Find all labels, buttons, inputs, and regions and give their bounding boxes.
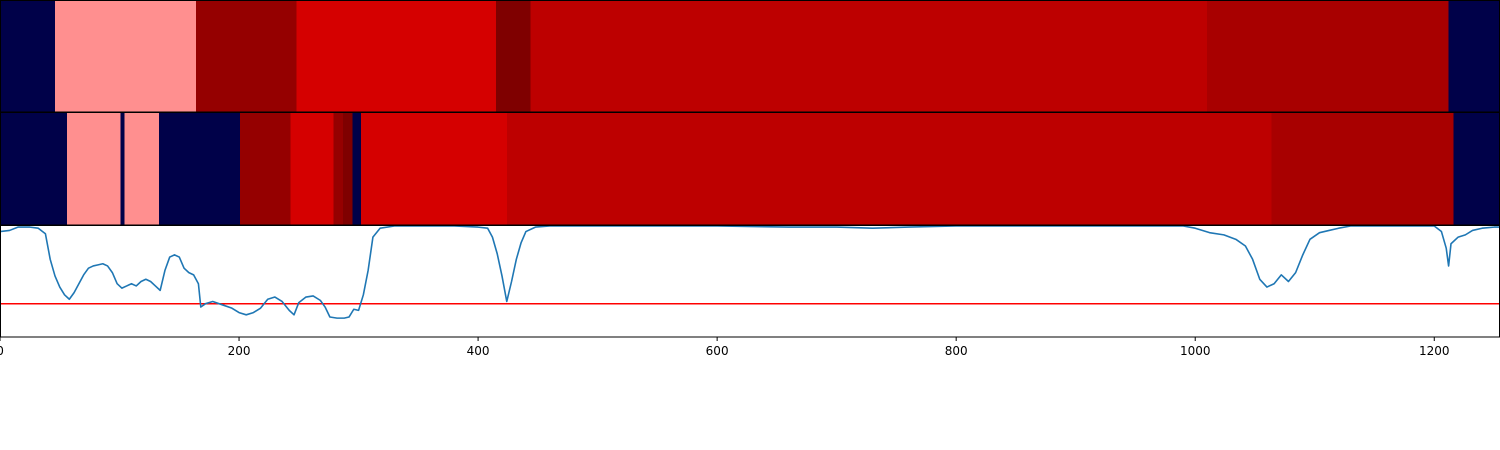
series-line: [0, 225, 1500, 319]
bar2-segment-0: [0, 113, 67, 225]
bar2-segment-11: [506, 113, 1272, 225]
line-axes-frame: [0, 226, 1500, 337]
x-tick-label-1200: 1200: [1419, 344, 1450, 358]
bar1-segment-2: [196, 1, 297, 112]
x-tick-label-0: 0: [0, 344, 4, 358]
bar2-segment-3: [124, 113, 159, 225]
bar1-segment-4: [496, 1, 531, 112]
segmentation-bar-2: [0, 113, 1500, 225]
x-tick-label-800: 800: [945, 344, 968, 358]
bar1-segment-0: [0, 1, 55, 112]
x-tick-label-600: 600: [706, 344, 729, 358]
bar1-segment-6: [1207, 1, 1449, 112]
bar2-segment-1: [66, 113, 121, 225]
x-tick-label-200: 200: [228, 344, 251, 358]
bar2-segment-4: [158, 113, 241, 225]
bar2-segment-13: [1453, 113, 1500, 225]
bar2-segment-7: [333, 113, 344, 225]
segmentation-bar-1: [0, 1, 1500, 112]
bar2-segment-6: [290, 113, 334, 225]
bar1-segment-3: [296, 1, 497, 112]
x-tick-label-400: 400: [467, 344, 490, 358]
bar1-segment-1: [54, 1, 197, 112]
bar1-segment-5: [530, 1, 1208, 112]
x-axis-ticks: 0 200 400 600 800 1000 1200: [0, 337, 1450, 358]
bar2-segment-9: [352, 113, 361, 225]
bar2-segment-8: [343, 113, 353, 225]
bar2-segment-2: [120, 113, 125, 225]
bar2-segment-12: [1271, 113, 1454, 225]
bar2-segment-10: [360, 113, 507, 225]
x-tick-label-1000: 1000: [1180, 344, 1211, 358]
bar2-segment-5: [240, 113, 291, 225]
bar1-segment-7: [1448, 1, 1500, 112]
